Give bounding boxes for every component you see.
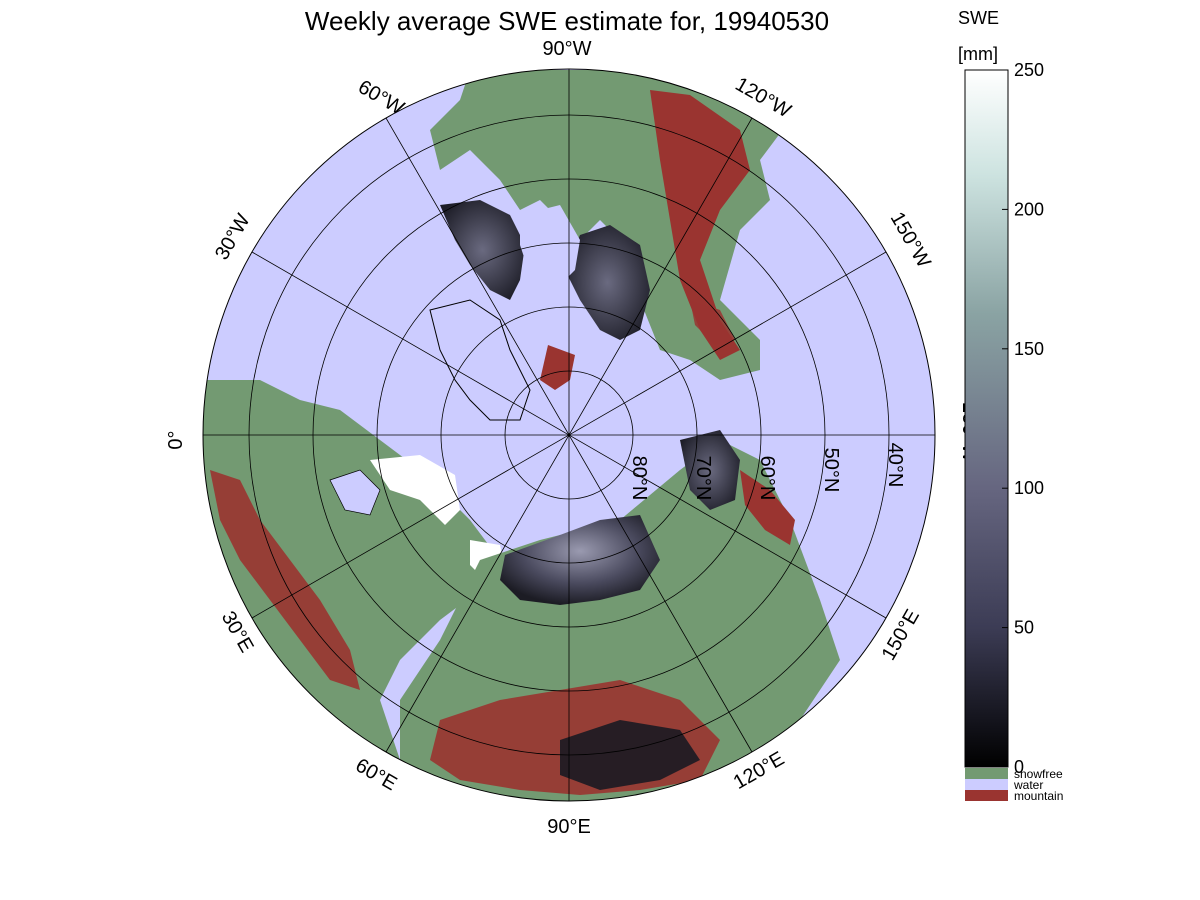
colorbar-tick-label: 250	[1014, 60, 1044, 80]
map-title: Weekly average SWE estimate for, 1994053…	[305, 6, 829, 36]
lon-label-90w: 90°W	[542, 38, 591, 60]
lon-label-60w: 60°W	[354, 76, 408, 120]
colorbar-class-label-mountain: mountain	[1014, 789, 1063, 803]
hudson-bay-snow	[565, 225, 650, 340]
baltic-water	[329, 469, 381, 516]
hudson-bay-water	[520, 205, 580, 290]
mongolia-snow-patches	[560, 720, 700, 790]
colorbar-tick-label: 0	[1014, 757, 1024, 777]
scandinavia-snow-white	[370, 455, 460, 525]
colorbar-gradient	[964, 69, 1009, 768]
lon-label-150w: 150°W	[886, 208, 935, 271]
colorbar: SWE [mm] 0 50 100 150 200 250 snowfreewatermo…	[958, 8, 1063, 803]
colorbar-class-label-snowfree: snowfree	[1014, 767, 1063, 781]
kamchatka-mountain	[740, 470, 795, 545]
lat-label-40n: 40°N	[884, 443, 906, 488]
colorbar-label-line1: SWE	[958, 8, 999, 28]
lat-label-80n: 80°N	[628, 456, 650, 501]
siberia-snow	[500, 515, 660, 605]
canada-west-snow	[440, 200, 525, 300]
europe-mountains	[210, 470, 360, 690]
lat-label-60n: 60°N	[756, 456, 778, 501]
greenland-mountain	[540, 345, 575, 390]
meridian-lines	[203, 69, 935, 801]
alaska-mountain	[690, 300, 735, 345]
map-border	[202, 68, 936, 802]
lon-label-0: 0°	[165, 430, 187, 449]
greenland	[429, 299, 531, 421]
lat-label-70n: 70°N	[692, 456, 714, 501]
meridian-150e-30w	[251, 251, 887, 619]
colorbar-tick-label: 100	[1014, 478, 1044, 498]
lon-label-30w: 30°W	[211, 210, 255, 264]
rockies-mountain	[650, 90, 750, 360]
latitude-labels: 80°N 70°N 60°N 50°N 40°N	[628, 443, 906, 501]
lat-label-50n: 50°N	[820, 448, 842, 493]
lon-label-60e: 60°E	[352, 754, 401, 795]
colorbar-tick-label: 150	[1014, 339, 1044, 359]
colorbar-class-label-water: water	[1013, 778, 1043, 792]
polar-map	[203, 69, 935, 801]
lon-label-90e: 90°E	[547, 816, 591, 838]
colorbar-ticks: 0 50 100 150 200 250	[1002, 60, 1044, 777]
colorbar-tick-label: 50	[1014, 618, 1034, 638]
east-siberia-snow	[680, 430, 740, 510]
colorbar-class-swatch-mountain	[965, 790, 1008, 801]
colorbar-tick-label: 200	[1014, 199, 1044, 219]
colorbar-class-swatch-snowfree	[965, 768, 1008, 779]
colorbar-class-swatch-water	[965, 779, 1008, 790]
colorbar-label-line2: [mm]	[958, 44, 998, 64]
